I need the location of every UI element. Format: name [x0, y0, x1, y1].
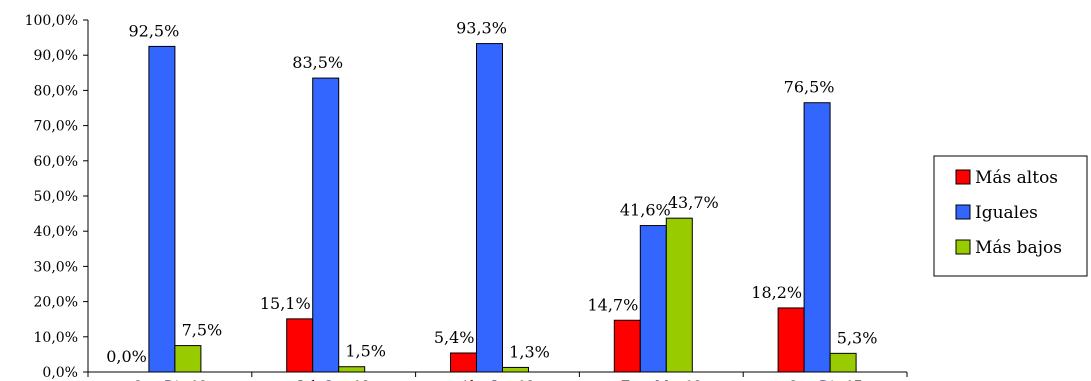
data-label: 7,5% [182, 321, 223, 340]
x-tick-label: Abr.-Jun.08 [460, 379, 535, 381]
y-tick-label: 10,0% [34, 330, 78, 346]
data-label: 18,2% [751, 283, 802, 302]
y-tick-label: 100,0% [25, 13, 78, 29]
bar [502, 366, 529, 373]
data-label: 92,5% [128, 21, 179, 40]
bar [665, 217, 693, 373]
data-label: 93,3% [456, 19, 507, 38]
y-tick-label: 30,0% [34, 259, 78, 275]
data-labels: 0,0% 92,5% 7,5% 15,1% 83,5% 1,5% 5,4% 93,3% 1,3%… [106, 19, 877, 366]
legend-swatch [955, 169, 971, 185]
legend-label: Más altos [975, 168, 1058, 188]
bar [803, 102, 831, 373]
x-tick-label: Oct.-Dic.08 [133, 379, 207, 381]
bar [148, 45, 176, 373]
y-tick-label: 0,0% [42, 365, 78, 381]
data-label: 5,4% [434, 328, 475, 347]
bars [148, 43, 857, 373]
y-tick-label: 40,0% [34, 224, 78, 240]
data-label: 0,0% [106, 347, 147, 366]
legend: Más altos Iguales Más bajos [933, 155, 1088, 277]
x-tick-label: Jul.-Sep.08 [296, 379, 370, 381]
y-tick-label: 80,0% [34, 83, 78, 99]
bar [174, 345, 202, 373]
bar [450, 352, 477, 373]
data-label: 14,7% [587, 295, 638, 314]
data-label: 15,1% [260, 294, 311, 313]
data-label: 5,3% [837, 328, 878, 347]
x-tick-label: Oct.-Dic.07 [788, 379, 862, 381]
bar [639, 225, 667, 373]
legend-swatch [955, 239, 971, 255]
data-label: 1,3% [509, 342, 550, 361]
bar [338, 366, 366, 373]
data-label: 83,5% [292, 53, 343, 72]
legend-swatch [955, 204, 971, 220]
y-axis: 0,0% 10,0% 20,0% 30,0% 40,0% 50,0% 60,0% 70,0% 8… [25, 13, 89, 381]
legend-label: Más bajos [975, 238, 1062, 258]
y-tick-label: 60,0% [34, 154, 78, 170]
y-tick-label: 90,0% [34, 48, 78, 64]
x-tick-label: Ene.-Mar.08 [621, 379, 702, 381]
bar [286, 318, 314, 373]
bar [829, 352, 857, 373]
bar [312, 77, 340, 373]
data-label: 41,6% [620, 201, 671, 220]
bar [476, 43, 503, 373]
y-tick-label: 20,0% [34, 295, 78, 311]
bar [777, 307, 805, 373]
legend-label: Iguales [975, 203, 1038, 223]
data-label: 1,5% [345, 342, 386, 361]
y-tick-label: 70,0% [34, 119, 78, 135]
data-label: 43,7% [668, 193, 719, 212]
y-tick-label: 50,0% [34, 189, 78, 205]
x-axis: Oct.-Dic.08 Jul.-Sep.08 Abr.-Jun.08 Ene.-Ma… [87, 371, 908, 381]
bar [613, 319, 641, 373]
data-label: 76,5% [784, 78, 835, 97]
